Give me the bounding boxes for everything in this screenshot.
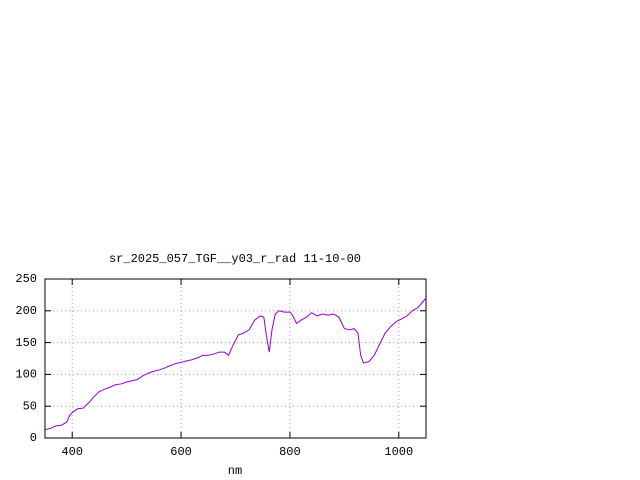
x-tick-label: 1000 bbox=[384, 445, 413, 459]
y-tick-label: 150 bbox=[15, 336, 37, 350]
x-tick-label: 400 bbox=[61, 445, 83, 459]
x-axis-label: nm bbox=[228, 464, 242, 478]
chart-title: sr_2025_057_TGF__y03_r_rad 11-10-00 bbox=[109, 252, 361, 266]
x-tick-label: 600 bbox=[170, 445, 192, 459]
y-tick-label: 250 bbox=[15, 272, 37, 286]
plot-border bbox=[44, 278, 427, 439]
x-tick-label: 800 bbox=[279, 445, 301, 459]
data-line bbox=[44, 297, 427, 431]
y-tick-label: 100 bbox=[15, 368, 37, 382]
y-tick-label: 0 bbox=[30, 431, 37, 445]
y-tick-label: 200 bbox=[15, 304, 37, 318]
y-tick-label: 50 bbox=[23, 399, 37, 413]
